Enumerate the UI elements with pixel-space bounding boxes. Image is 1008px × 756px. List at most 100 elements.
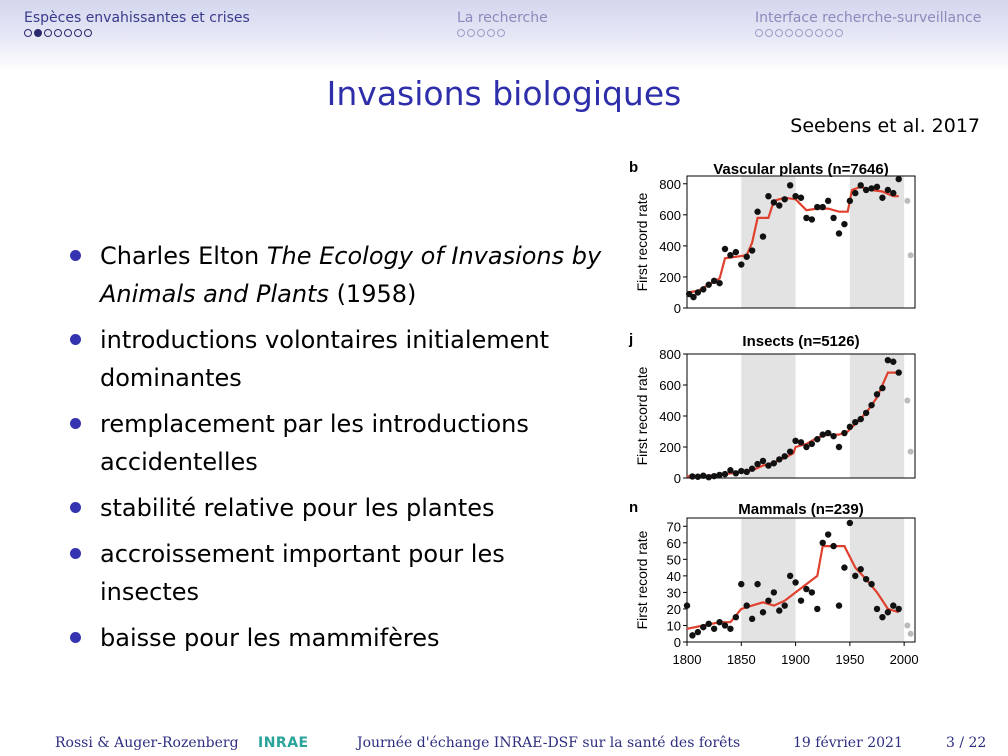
nav-slide-dot[interactable]	[795, 29, 803, 37]
data-point	[830, 214, 837, 222]
data-point	[835, 602, 843, 609]
data-point	[814, 605, 821, 613]
data-point	[868, 401, 875, 409]
bullet-icon	[70, 418, 81, 429]
data-point	[879, 194, 886, 201]
nav-slide-dot[interactable]	[54, 29, 62, 37]
y-tick-label: 600	[659, 378, 681, 393]
data-point	[879, 614, 886, 621]
data-point	[705, 281, 712, 288]
data-point	[792, 192, 799, 200]
nav-slide-dot[interactable]	[74, 29, 82, 37]
bullet-item: stabilité relative pour les plantes	[68, 489, 608, 527]
data-point	[846, 423, 854, 431]
nav-slide-dot[interactable]	[34, 29, 42, 37]
data-point	[786, 572, 794, 580]
data-point	[770, 460, 778, 467]
nav-section-3-label[interactable]: Interface recherche-surveillance	[755, 10, 982, 26]
data-point	[716, 471, 723, 479]
bullet-icon	[70, 632, 81, 643]
chart-title: Mammals (n=239)	[738, 501, 863, 518]
data-point	[738, 580, 745, 588]
data-point	[727, 467, 734, 474]
data-point	[819, 431, 826, 438]
bullet-icon	[70, 502, 81, 513]
nav-slide-dot[interactable]	[84, 29, 92, 37]
y-tick-label: 200	[659, 270, 681, 285]
data-point	[803, 585, 810, 593]
x-tick-label: 2000	[890, 652, 919, 667]
data-point	[857, 566, 864, 573]
nav-slide-dot[interactable]	[805, 29, 813, 37]
y-tick-label: 400	[659, 239, 681, 254]
data-point	[873, 391, 881, 398]
nav-slide-dot[interactable]	[755, 29, 763, 37]
y-axis-label: First record rate	[634, 366, 650, 465]
data-point	[700, 286, 707, 293]
data-point	[716, 618, 723, 626]
data-point	[700, 623, 707, 631]
nav-section-2-dots[interactable]	[457, 29, 548, 41]
nav-section-2-label[interactable]: La recherche	[457, 10, 548, 26]
data-point	[748, 247, 756, 254]
section-navigation: Espèces envahissantes et crises La reche…	[0, 0, 1008, 72]
bullet-text: stabilité relative pour les plantes	[100, 494, 495, 522]
bullet-icon	[70, 548, 81, 559]
data-point	[841, 220, 848, 228]
data-point	[781, 196, 788, 203]
y-tick-label: 20	[667, 602, 681, 617]
nav-section-1-label[interactable]: Espèces envahissantes et crises	[24, 10, 250, 26]
nav-slide-dot[interactable]	[825, 29, 833, 37]
bullet-item: accroissement important pour les insecte…	[68, 535, 608, 611]
nav-section-1-dots[interactable]	[24, 29, 250, 41]
bullet-text: baisse pour les mammifères	[100, 624, 440, 652]
data-point	[835, 443, 843, 451]
y-tick-label: 600	[659, 208, 681, 223]
data-point	[797, 194, 805, 201]
data-point	[732, 614, 740, 621]
y-tick-label: 0	[674, 635, 681, 650]
chart-panel-j: j Insects (n=5126) 0 200 400 600 800 First reco…	[628, 331, 916, 486]
data-point	[738, 467, 745, 475]
data-point	[721, 622, 729, 629]
nav-section-3[interactable]: Interface recherche-surveillance	[755, 10, 981, 41]
data-point	[873, 183, 881, 191]
data-point	[765, 192, 772, 200]
nav-slide-dot[interactable]	[24, 29, 32, 37]
nav-slide-dot[interactable]	[815, 29, 823, 37]
y-tick-label: 0	[674, 471, 681, 486]
data-point	[814, 436, 821, 443]
bullet-icon	[70, 334, 81, 345]
y-axis-label: First record rate	[634, 192, 650, 291]
nav-slide-dot[interactable]	[487, 29, 495, 37]
panel-letter: j	[628, 331, 633, 348]
nav-section-3-dots[interactable]	[755, 29, 981, 41]
panel-letter: b	[629, 159, 638, 176]
data-point	[868, 185, 875, 192]
excluded-data-point	[907, 630, 914, 637]
data-point	[890, 189, 897, 197]
nav-slide-dot[interactable]	[477, 29, 485, 37]
nav-slide-dot[interactable]	[44, 29, 52, 37]
nav-slide-dot[interactable]	[835, 29, 843, 37]
nav-slide-dot[interactable]	[497, 29, 505, 37]
data-point	[776, 456, 783, 463]
panel-letter: n	[629, 499, 638, 516]
bullet-text: introductions volontaires initialement d…	[100, 326, 550, 392]
nav-slide-dot[interactable]	[457, 29, 465, 37]
nav-slide-dot[interactable]	[785, 29, 793, 37]
data-point	[884, 609, 892, 616]
nav-slide-dot[interactable]	[64, 29, 72, 37]
bullet-text: Charles Elton	[100, 242, 267, 270]
nav-slide-dot[interactable]	[765, 29, 773, 37]
data-point	[841, 429, 848, 437]
data-point	[879, 384, 886, 392]
data-point	[846, 197, 854, 205]
nav-section-1[interactable]: Espèces envahissantes et crises	[24, 10, 250, 41]
data-point	[797, 597, 805, 604]
data-point	[873, 605, 881, 613]
nav-section-2[interactable]: La recherche	[457, 10, 548, 41]
plot-frame	[686, 175, 916, 309]
nav-slide-dot[interactable]	[467, 29, 475, 37]
nav-slide-dot[interactable]	[775, 29, 783, 37]
